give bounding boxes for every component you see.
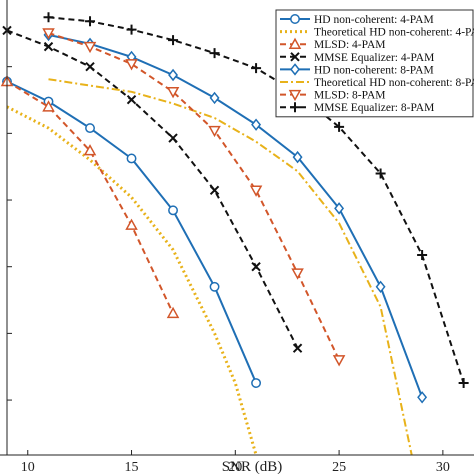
x-tick-label: 10 (21, 460, 35, 474)
legend-swatch-point (290, 102, 300, 113)
series-5-point (209, 91, 220, 105)
series-layer (0, 12, 469, 456)
series-6 (48, 78, 413, 456)
series-8-point (43, 12, 54, 23)
series-5-point (334, 202, 345, 215)
legend-swatch-point (290, 52, 300, 62)
series-4-point (251, 262, 261, 272)
legend-item: MLSD: 8-PAM (280, 90, 385, 102)
legend-label: HD non-coherent: 4-PAM (314, 14, 434, 26)
series-8-point (251, 63, 262, 74)
legend-label: MMSE Equalizer: 8-PAM (314, 102, 434, 114)
series-3-line (6, 80, 174, 314)
series-1-point (85, 123, 95, 134)
series-8-point (417, 249, 428, 260)
series-8-point (126, 24, 137, 35)
series-1-point (168, 205, 178, 216)
axes-layer (0, 0, 474, 456)
series-4-point (85, 61, 95, 72)
x-tick-label: 20 (228, 460, 242, 474)
series-8-point (209, 48, 220, 59)
series-3-point (83, 144, 97, 156)
legend-item: MMSE Equalizer: 8-PAM (280, 102, 434, 114)
legend-box (275, 9, 474, 118)
series-2 (6, 105, 258, 456)
legend-item: Theoretical HD non-coherent: 8-PAM (280, 77, 474, 89)
series-3-point (125, 218, 138, 230)
series-7-point (166, 87, 180, 99)
legend-swatch-point (290, 63, 300, 76)
legend-item: MMSE Equalizer: 4-PAM (280, 52, 434, 64)
legend-label: Theoretical HD non-coherent: 8-PAM (314, 77, 474, 89)
series-7-point (125, 59, 138, 71)
legend-swatch-point (288, 89, 302, 102)
legend-label: Theoretical HD non-coherent: 4-PAM (314, 27, 474, 39)
series-3 (0, 74, 180, 319)
legend-item: HD non-coherent: 8-PAM (280, 63, 434, 76)
series-3-point (166, 306, 180, 319)
legend-item: MLSD: 4-PAM (280, 37, 385, 51)
series-7-line (48, 32, 341, 361)
series-4-line (6, 29, 299, 349)
series-8-point (168, 35, 179, 46)
x-axis-label: SNR (dB) (222, 459, 282, 474)
series-2-line (6, 105, 258, 456)
series-8-point (85, 16, 96, 27)
legend-label: HD non-coherent: 8-PAM (314, 64, 434, 76)
series-5-point (375, 280, 386, 293)
series-1-point (251, 378, 262, 388)
series-8-point (458, 378, 469, 389)
series-4-point (126, 94, 137, 105)
tick-layer: 10 15 20 25 30 (7, 66, 450, 474)
legend-label: MMSE Equalizer: 4-PAM (314, 52, 434, 64)
series-3-point (42, 100, 55, 112)
series-8-point (375, 168, 386, 179)
series-4-point (43, 41, 54, 52)
series-4-point (168, 133, 178, 143)
series-8-point (334, 121, 345, 132)
series-5-point (417, 391, 428, 404)
series-1-point (126, 153, 137, 164)
x-tick-label: 30 (436, 460, 450, 474)
series-7-point (42, 28, 55, 40)
x-tick-label: 25 (332, 460, 346, 474)
series-6-line (48, 78, 413, 456)
series-5-line (48, 33, 424, 398)
legend-swatch-point (288, 37, 302, 49)
series-7 (42, 28, 346, 367)
series-5-point (168, 68, 179, 82)
series-5-point (251, 118, 262, 131)
legend-item: HD non-coherent: 4-PAM (280, 14, 434, 26)
series-4-point (292, 343, 303, 353)
series-7-point (291, 268, 304, 280)
series-4-point (209, 185, 220, 195)
series-7-point (83, 41, 97, 54)
series-7-point (208, 125, 221, 138)
series-7-point (249, 185, 263, 197)
legend-item: Theoretical HD non-coherent: 4-PAM (280, 27, 474, 39)
series-5-point (292, 150, 303, 164)
legend-label: MLSD: 4-PAM (314, 39, 385, 51)
legend-swatch-point (290, 14, 300, 24)
series-1-point (209, 281, 220, 292)
series-7-point (332, 355, 346, 367)
x-tick-label: 15 (125, 460, 139, 474)
legend-label: MLSD: 8-PAM (314, 90, 385, 102)
